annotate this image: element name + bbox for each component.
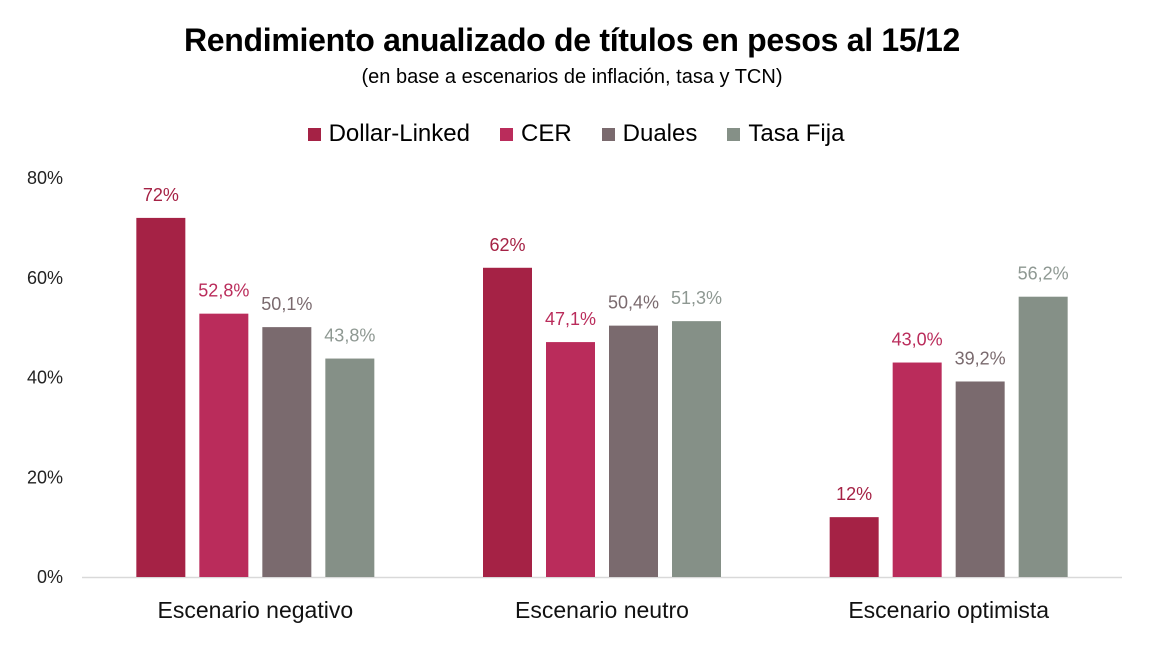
legend-swatch-dollar-linked <box>307 127 321 141</box>
y-tick-label: 0% <box>37 567 63 587</box>
legend-label-cer: CER <box>520 120 572 147</box>
bar <box>609 325 658 577</box>
y-tick-label: 80% <box>27 168 63 188</box>
data-label: 47,1% <box>545 309 596 329</box>
legend-item-duales: Duales <box>601 120 698 148</box>
legend-label-dollar-linked: Dollar-Linked <box>328 120 470 147</box>
legend: Dollar-Linked CER Duales Tasa Fija <box>0 120 1152 148</box>
data-label: 51,3% <box>671 288 722 308</box>
x-category-label: Escenario negativo <box>158 597 354 623</box>
legend-swatch-cer <box>499 127 513 141</box>
x-category-label: Escenario neutro <box>515 597 689 623</box>
data-label: 50,4% <box>608 293 659 313</box>
bar <box>829 517 879 577</box>
chart-title: Rendimiento anualizado de títulos en pes… <box>184 22 960 58</box>
legend-item-dollar-linked: Dollar-Linked <box>307 120 470 148</box>
data-label: 72% <box>143 185 179 205</box>
data-label: 43,0% <box>892 330 943 350</box>
chart-subtitle: (en base a escenarios de inflación, tasa… <box>361 66 783 88</box>
data-label: 62% <box>489 235 525 255</box>
bar <box>955 381 1005 577</box>
bar <box>262 327 312 577</box>
bar <box>136 217 186 577</box>
legend-label-tasa-fija: Tasa Fija <box>748 120 845 147</box>
legend-item-tasa-fija: Tasa Fija <box>727 120 844 148</box>
data-label: 56,2% <box>1018 264 1069 284</box>
data-label: 39,2% <box>955 348 1006 368</box>
bar <box>199 313 249 577</box>
bar <box>1018 296 1068 577</box>
legend-swatch-tasa-fija <box>727 127 741 141</box>
y-tick-label: 20% <box>27 467 63 487</box>
bar <box>672 321 721 577</box>
data-label: 43,8% <box>324 326 375 346</box>
data-label: 52,8% <box>198 281 249 301</box>
bar <box>892 362 942 577</box>
data-label: 12% <box>836 484 872 504</box>
data-label: 50,1% <box>261 294 312 314</box>
legend-item-cer: CER <box>499 120 572 148</box>
bar <box>325 358 375 577</box>
bar <box>483 267 532 577</box>
x-category-label: Escenario optimista <box>848 597 1049 623</box>
y-tick-label: 60% <box>27 268 63 288</box>
legend-swatch-duales <box>601 127 615 141</box>
legend-label-duales: Duales <box>622 120 698 147</box>
bar <box>546 342 595 577</box>
y-tick-label: 40% <box>27 368 63 388</box>
